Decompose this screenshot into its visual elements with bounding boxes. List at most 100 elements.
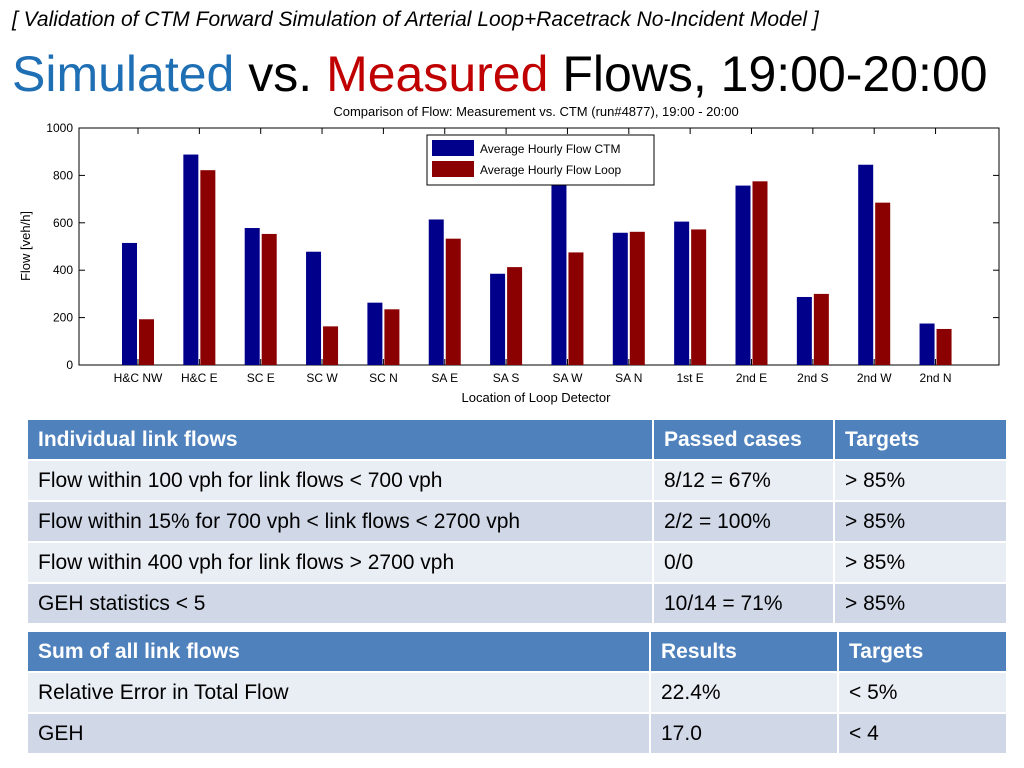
sum-link-flows-table: Sum of all link flows Results Targets Re…	[26, 630, 1008, 755]
bar-loop	[813, 293, 829, 365]
title-measured: Measured	[326, 46, 549, 102]
table-row: Flow within 15% for 700 vph < link flows…	[26, 500, 1008, 543]
x-tick-label: SA S	[493, 371, 520, 385]
bar-ctm	[612, 232, 628, 365]
slide-subtitle: [ Validation of CTM Forward Simulation o…	[12, 8, 819, 31]
column-header: Passed cases	[652, 418, 835, 461]
x-tick-label: H&C E	[181, 371, 218, 385]
bar-ctm	[306, 251, 322, 365]
y-axis-label: Flow [veh/h]	[18, 211, 33, 281]
table-header-row: Individual link flows Passed cases Targe…	[26, 418, 1008, 461]
y-axis: 0 200 400 600 800 1000	[46, 121, 999, 372]
x-tick-label: 1st E	[676, 371, 703, 385]
bar-loop	[936, 328, 952, 365]
column-header: Targets	[837, 630, 1008, 673]
bar-ctm	[183, 154, 199, 365]
table-cell: > 85%	[833, 459, 1008, 502]
x-tick-label: SC E	[247, 371, 275, 385]
bars	[122, 154, 952, 365]
table-cell: Relative Error in Total Flow	[26, 671, 651, 714]
bar-ctm	[735, 185, 751, 365]
y-tick-label: 200	[53, 311, 73, 325]
legend-swatch	[432, 140, 474, 156]
chart-title: Comparison of Flow: Measurement vs. CTM …	[333, 104, 738, 119]
table-cell: Flow within 400 vph for link flows > 270…	[26, 541, 654, 584]
table-row: GEH 17.0 < 4	[26, 712, 1008, 755]
bar-ctm	[490, 273, 506, 365]
table-cell: GEH	[26, 712, 651, 755]
bar-loop	[629, 231, 645, 365]
table-cell: Flow within 15% for 700 vph < link flows…	[26, 500, 654, 543]
bar-ctm	[796, 296, 812, 365]
legend-label: Average Hourly Flow Loop	[480, 163, 622, 177]
bar-loop	[445, 238, 461, 365]
bar-ctm	[428, 219, 444, 365]
bar-ctm	[919, 323, 935, 365]
bar-ctm	[122, 242, 137, 365]
table-row: Flow within 100 vph for link flows < 700…	[26, 459, 1008, 502]
table-cell: 10/14 = 71%	[652, 582, 835, 625]
bar-ctm	[244, 228, 260, 365]
table-row: Relative Error in Total Flow 22.4% < 5%	[26, 671, 1008, 714]
column-header: Targets	[833, 418, 1008, 461]
x-tick-label: SA W	[552, 371, 583, 385]
column-header: Individual link flows	[26, 418, 654, 461]
table-cell: Flow within 100 vph for link flows < 700…	[26, 459, 654, 502]
table-cell: > 85%	[833, 500, 1008, 543]
bar-loop	[384, 309, 400, 365]
y-tick-label: 400	[53, 263, 73, 277]
bar-loop	[261, 233, 277, 365]
table-header-row: Sum of all link flows Results Targets	[26, 630, 1008, 673]
x-axis-label: Location of Loop Detector	[462, 390, 612, 405]
bar-ctm	[674, 221, 690, 365]
slide-title: Simulated vs. Measured Flows, 19:00-20:0…	[12, 44, 988, 104]
x-tick-label: SC W	[306, 371, 338, 385]
bar-loop	[691, 229, 707, 365]
individual-link-flows-table: Individual link flows Passed cases Targe…	[26, 418, 1008, 625]
bar-loop	[200, 170, 216, 365]
table-cell: 22.4%	[649, 671, 839, 714]
flow-comparison-chart: Comparison of Flow: Measurement vs. CTM …	[18, 104, 1000, 405]
x-tick-label: H&C NW	[114, 371, 163, 385]
table-cell: < 4	[837, 712, 1008, 755]
column-header: Results	[649, 630, 839, 673]
table-row: Flow within 400 vph for link flows > 270…	[26, 541, 1008, 584]
legend-label: Average Hourly Flow CTM	[480, 142, 620, 156]
table-cell: 2/2 = 100%	[652, 500, 835, 543]
y-tick-label: 1000	[46, 121, 73, 135]
table-cell: 8/12 = 67%	[652, 459, 835, 502]
table-cell: < 5%	[837, 671, 1008, 714]
bar-loop	[752, 181, 768, 365]
x-tick-label: SA N	[615, 371, 642, 385]
legend: Average Hourly Flow CTM Average Hourly Fl…	[426, 134, 655, 186]
bar-loop	[139, 319, 154, 365]
x-tick-label: 2nd E	[736, 371, 767, 385]
table-cell: GEH statistics < 5	[26, 582, 654, 625]
bar-loop	[507, 267, 523, 365]
table-cell: 17.0	[649, 712, 839, 755]
table-cell: 0/0	[652, 541, 835, 584]
column-header: Sum of all link flows	[26, 630, 651, 673]
y-tick-label: 800	[53, 168, 73, 182]
title-simulated: Simulated	[12, 46, 235, 102]
bar-loop	[568, 252, 584, 365]
x-tick-label: 2nd W	[857, 371, 892, 385]
bar-loop	[875, 202, 891, 365]
table-row: GEH statistics < 5 10/14 = 71% > 85%	[26, 582, 1008, 625]
x-axis: H&C NW H&C E SC E SC W SC N SA E SA S SA W SA N 1…	[114, 128, 952, 385]
x-tick-label: SC N	[369, 371, 398, 385]
title-rest: Flows, 19:00-20:00	[562, 46, 988, 102]
bar-ctm	[367, 302, 383, 365]
x-tick-label: SA E	[431, 371, 458, 385]
y-tick-label: 0	[66, 358, 73, 372]
x-tick-label: 2nd S	[797, 371, 828, 385]
title-vs: vs.	[248, 46, 313, 102]
x-tick-label: 2nd N	[920, 371, 952, 385]
bar-loop	[323, 326, 339, 365]
legend-swatch	[432, 161, 474, 177]
y-tick-label: 600	[53, 216, 73, 230]
bar-ctm	[858, 164, 874, 365]
bar-ctm	[551, 176, 567, 365]
table-cell: > 85%	[833, 582, 1008, 625]
table-cell: > 85%	[833, 541, 1008, 584]
